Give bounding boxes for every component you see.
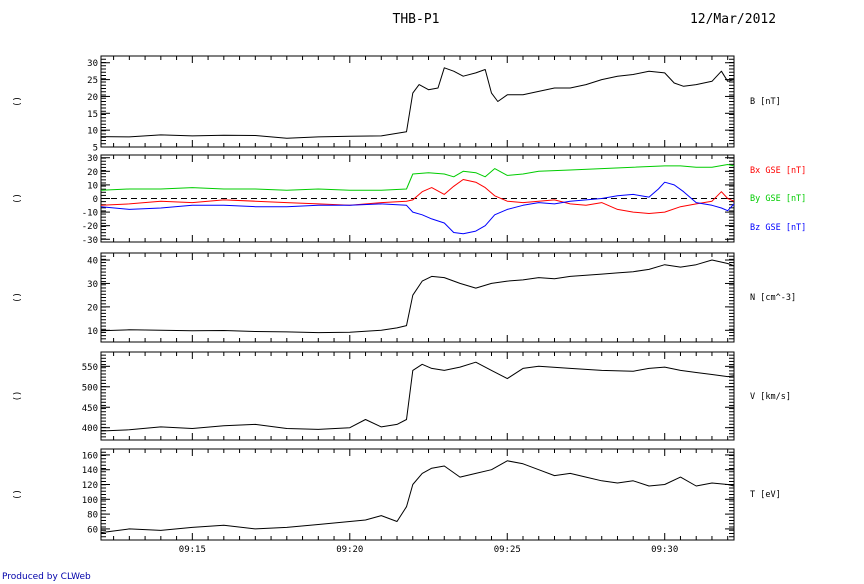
series-line-2-1	[100, 179, 735, 214]
series-line-5-1	[100, 460, 735, 534]
y-tick-label: 500	[82, 383, 98, 393]
y-tick-label: 20	[87, 168, 98, 178]
series-line-2-2	[100, 164, 735, 191]
y-tick-label: 0	[93, 195, 98, 205]
series-label: B [nT]	[750, 97, 781, 107]
y-tick-label: -20	[82, 222, 98, 232]
x-tick-label: 09:20	[336, 545, 363, 555]
y-tick-label: 15	[87, 110, 98, 120]
series-line-4-1	[100, 361, 735, 432]
panel-2: -30 -20 -10 0 10 20 30 () Bx GSE [nT] By GSE [nT]…	[13, 154, 806, 246]
panel-side-label: ()	[13, 96, 23, 107]
y-tick-label: 10	[87, 127, 98, 137]
panel-frame	[100, 55, 735, 148]
series-label: N [cm^-3]	[750, 293, 796, 303]
panel-side-label: ()	[13, 193, 23, 204]
series-line-3-1	[100, 259, 735, 334]
x-tick-label: 09:30	[651, 545, 678, 555]
y-tick-label: 400	[82, 424, 98, 434]
y-tick-label: 450	[82, 404, 98, 414]
panel-frame	[100, 448, 735, 541]
y-tick-label: 40	[87, 257, 98, 267]
series-label: T [eV]	[750, 490, 781, 500]
y-tick-label: 5	[93, 144, 98, 154]
panel-frame	[100, 351, 735, 441]
panel-3: 10 20 30 40 () N [cm^-3]	[13, 252, 796, 343]
series-label: Bz GSE [nT]	[750, 223, 806, 233]
series-line-1-1	[100, 67, 735, 139]
y-tick-label: 30	[87, 154, 98, 164]
panel-side-label: ()	[13, 489, 23, 500]
x-tick-label: 09:25	[494, 545, 521, 555]
y-tick-label: 20	[87, 303, 98, 313]
plot-panels: 5 10 15 20 25 30 () B [nT] -30 -20 -10 0 10 20 30 () Bx …	[13, 55, 806, 555]
y-tick-label: 120	[82, 481, 98, 491]
y-tick-label: 30	[87, 280, 98, 290]
panel-5: 60 80 100 120 140 160 () T [eV] 09:15 09:20 09:25 0…	[13, 448, 781, 555]
y-tick-label: 160	[82, 451, 98, 461]
y-tick-label: 25	[87, 76, 98, 86]
panel-frame	[100, 252, 735, 343]
series-label: V [km/s]	[750, 392, 791, 402]
series-label: By GSE [nT]	[750, 194, 806, 204]
y-tick-label: 20	[87, 93, 98, 103]
series-label: Bx GSE [nT]	[750, 166, 806, 176]
y-tick-label: -30	[82, 236, 98, 246]
x-tick-label: 09:15	[179, 545, 206, 555]
date-label: 12/Mar/2012	[690, 12, 776, 27]
panel-1: 5 10 15 20 25 30 () B [nT]	[13, 55, 781, 154]
panel-4: 400 450 500 550 () V [km/s]	[13, 351, 791, 441]
y-tick-label: 100	[82, 496, 98, 506]
y-tick-label: 10	[87, 327, 98, 337]
credit-text: Produced by CLWeb	[2, 572, 91, 582]
y-tick-label: 10	[87, 181, 98, 191]
y-tick-label: 30	[87, 59, 98, 69]
y-tick-label: 60	[87, 525, 98, 535]
series-line-2-3	[100, 181, 735, 235]
panel-side-label: ()	[13, 292, 23, 303]
y-tick-label: 80	[87, 511, 98, 521]
y-tick-label: 140	[82, 466, 98, 476]
y-tick-label: -10	[82, 209, 98, 219]
panel-side-label: ()	[13, 391, 23, 402]
spacecraft-title: THB-P1	[393, 12, 440, 27]
y-tick-label: 550	[82, 363, 98, 373]
